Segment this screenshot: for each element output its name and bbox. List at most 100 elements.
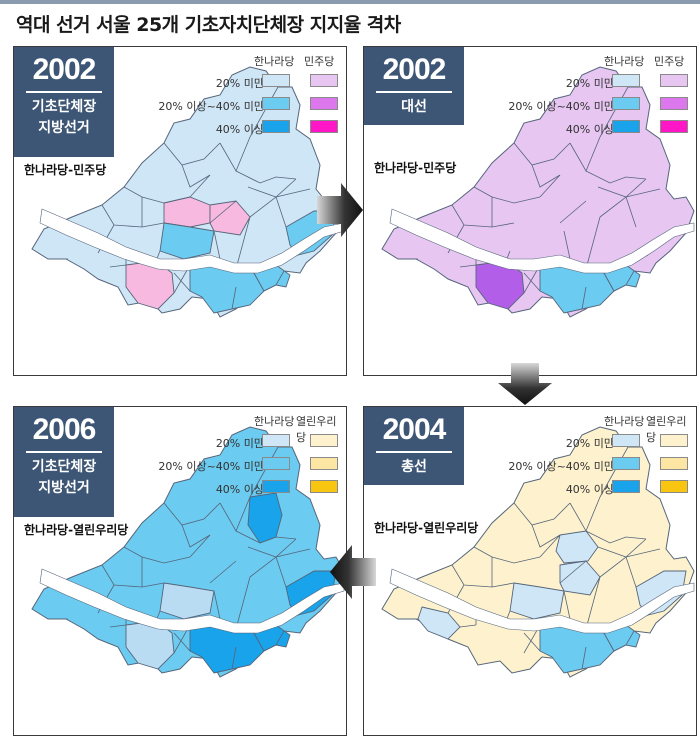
year-label-box: 2002 기초단체장 지방선거 [14,47,114,157]
district-border [235,170,297,184]
district-border [585,530,647,544]
legend-range-label: 20% 미만 [565,437,614,450]
election-year: 2002 [32,53,97,86]
district-border [209,560,237,584]
year-label-box: 2006 기초단체장 지방선거 [14,407,114,517]
district-border [625,188,661,198]
district-border [163,502,221,526]
legend-swatch [612,120,640,133]
district-border [235,216,251,270]
arrow-right-icon [317,183,363,237]
legend-range-label: 20% 이상~40% 미만 [508,460,614,473]
legend-range-label: 40% 이상 [215,123,264,136]
district-border [613,630,635,652]
legend-row: 20% 이상~40% 미만 [126,96,342,114]
district-border [101,564,165,588]
legend-swatch [310,434,338,447]
arrow-left-icon [330,545,376,599]
year-divider [26,91,102,93]
legend-range-label: 20% 이상~40% 미만 [508,100,614,113]
legend-row: 40% 이상 [476,119,692,137]
district-border [459,624,477,628]
district-border [249,446,279,498]
district-border [539,534,561,558]
legend-swatch [310,97,338,110]
legend-swatch [660,97,688,110]
district-border [231,286,237,310]
district-border [563,590,571,620]
legend-swatch [660,74,688,87]
district-border [249,86,279,138]
legend-row: 20% 미만 [126,73,342,91]
district-border [473,546,541,564]
district-border [451,204,515,228]
legend-party-0: 한나라당 [604,415,645,428]
district-border [473,186,541,204]
election-type: 총선 [401,459,427,475]
legend-swatch [660,480,688,493]
election-year: 2002 [382,53,447,86]
district-border [585,576,601,630]
district-border [263,270,285,292]
district-border [275,548,311,558]
legend-swatch [310,120,338,133]
legend-row: 20% 이상~40% 미만 [126,456,342,474]
district-border [209,200,237,224]
han-river [39,568,345,634]
legend-range-label: 20% 미만 [215,77,264,90]
district-border [585,170,647,184]
district-border [539,174,561,198]
district-border [163,142,221,166]
legend-swatch [262,480,290,493]
year-label-box: 2004 총선 [364,407,464,485]
district-border [173,272,191,292]
legend-party-0: 한나라당 [604,55,645,68]
district-border [189,174,211,198]
district-border [213,590,221,620]
district-border [459,264,477,268]
district-border [613,270,635,292]
district-border [585,216,601,270]
legend-row: 40% 이상 [126,119,342,137]
election-type: 대선 [401,99,427,115]
legend-range-label: 20% 이상~40% 미만 [158,100,264,113]
legend-swatch [262,434,290,447]
page-title: 역대 선거 서울 25개 기초자치단체장 지지율 격차 [16,14,401,36]
district-border [123,546,191,564]
han-river [389,568,695,634]
legend-swatch [612,97,640,110]
district-border [523,272,541,292]
district-border [563,230,571,260]
legend-swatch [612,74,640,87]
district-border [123,186,191,204]
district-border [189,534,211,558]
election-year: 2006 [32,413,97,446]
panel-2006-local: 2006 기초단체장 지방선거 한나라당 열린우리당 20% 미만 20% 이상~40% 미… [13,406,347,736]
district-border [451,564,515,588]
legend-swatch [660,120,688,133]
party-matchup: 한나라당-열린우리당 [374,521,479,535]
legend-row: 40% 이상 [126,479,342,497]
legend-row: 20% 이상~40% 미만 [476,96,692,114]
party-matchup: 한나라당-민주당 [374,161,457,175]
legend-swatch [612,480,640,493]
legend-swatch [310,74,338,87]
legend-swatch [660,434,688,447]
year-divider [376,451,452,453]
arrow-down-icon [498,363,552,405]
legend-row: 40% 이상 [476,479,692,497]
district-border [101,204,165,228]
year-label-box: 2002 대선 [364,47,464,125]
legend-swatch [262,457,290,470]
district-border [173,632,191,652]
top-rule [0,0,700,4]
district-border [581,286,587,310]
legend-row: 20% 미만 [476,433,692,451]
legend-range-label: 20% 미만 [215,437,264,450]
panel-2002-local: 2002 기초단체장 지방선거 한나라당 민주당 20% 미만 20% 이상~40% 미만 4… [13,46,347,376]
legend-party-1: 열린우리당 [646,415,687,444]
district-border [275,188,311,198]
han-river [389,208,695,274]
district-border [559,200,587,224]
panel-2002-presidential: 2002 대선 한나라당 민주당 20% 미만 20% 이상~40% 미만 40% 이상 한나… [363,46,697,376]
